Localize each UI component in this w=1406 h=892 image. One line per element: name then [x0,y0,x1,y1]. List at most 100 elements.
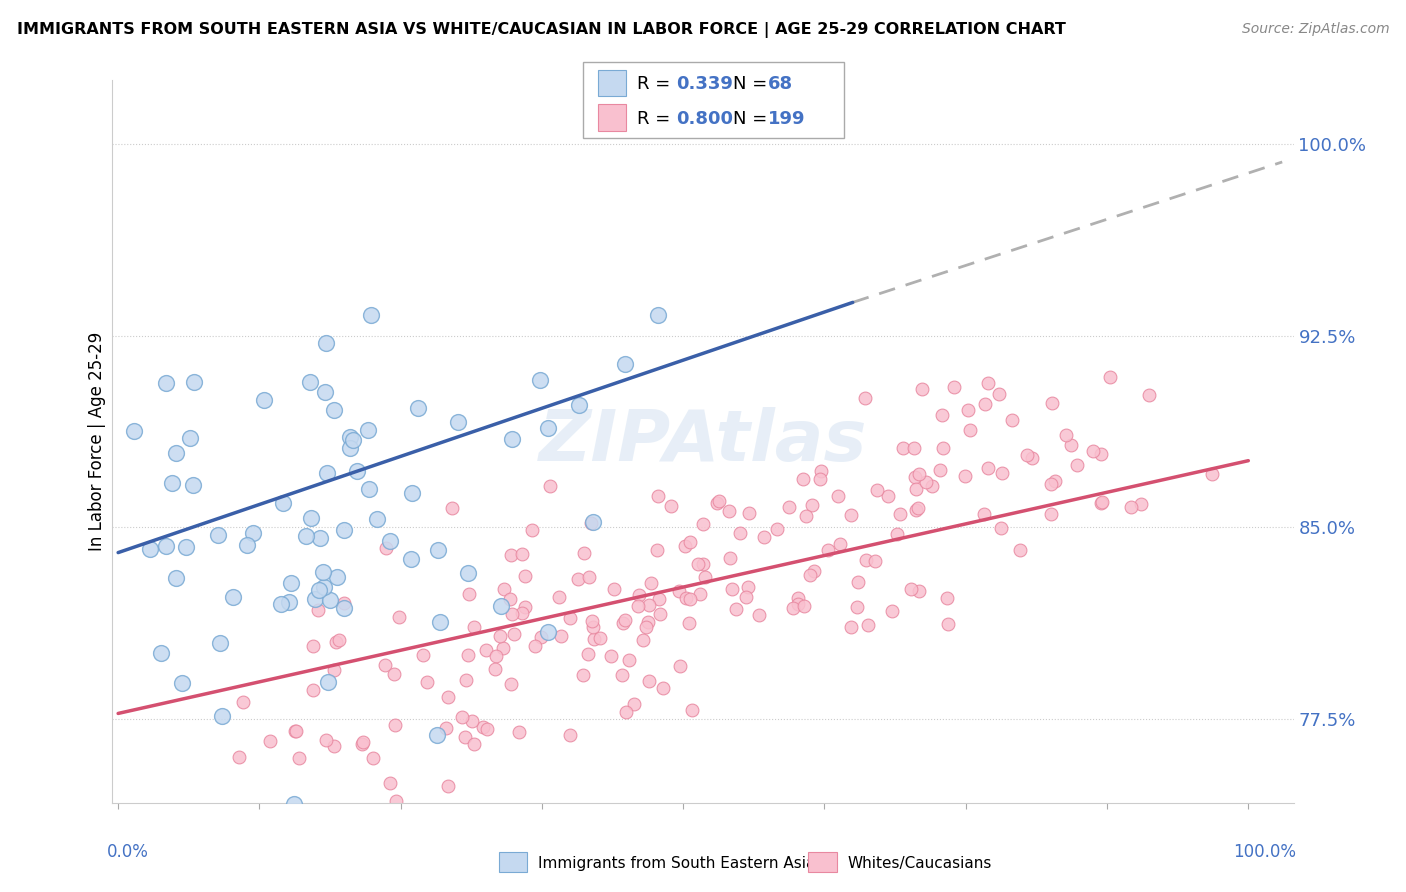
Point [977,461,1000,475]
Text: 199: 199 [768,110,806,128]
Point [471,720,494,734]
Point [647,489,669,503]
Point [810,464,832,478]
Point [520,524,543,538]
Point [648,592,671,607]
Point [315,733,337,747]
Point [846,574,869,589]
Point [221,590,243,604]
Point [536,624,558,639]
Point [513,599,536,614]
Point [977,376,1000,391]
Point [232,695,254,709]
Point [270,597,292,611]
Point [323,739,346,753]
Text: R =: R = [637,110,676,128]
Point [447,416,470,430]
Point [463,620,485,634]
Point [208,636,231,650]
Point [271,496,294,510]
Point [1001,413,1024,427]
Point [1137,387,1160,401]
Point [623,697,645,711]
Point [689,587,711,601]
Point [302,682,325,697]
Point [567,573,589,587]
Point [538,479,561,493]
Point [122,424,145,438]
Text: Source: ZipAtlas.com: Source: ZipAtlas.com [1241,22,1389,37]
Point [582,516,605,530]
Point [631,632,654,647]
Point [315,335,337,350]
Point [612,616,634,631]
Point [374,541,396,555]
Point [886,527,908,541]
Point [956,403,979,417]
Point [681,703,703,717]
Point [1091,495,1114,509]
Point [339,430,361,444]
Point [581,516,603,531]
Point [346,464,368,478]
Point [278,594,301,608]
Point [326,570,349,584]
Point [165,571,187,585]
Point [339,442,361,456]
Text: IMMIGRANTS FROM SOUTH EASTERN ASIA VS WHITE/CAUCASIAN IN LABOR FORCE | AGE 25-29: IMMIGRANTS FROM SOUTH EASTERN ASIA VS WH… [17,22,1066,38]
Point [931,408,953,422]
Point [385,794,408,808]
Point [1040,396,1063,410]
Point [513,569,536,583]
Point [614,705,637,719]
Point [669,659,692,673]
Point [165,446,187,460]
Point [207,527,229,541]
Text: N =: N = [733,110,772,128]
Point [160,476,183,491]
Point [907,501,929,516]
Point [416,674,439,689]
Point [1010,542,1032,557]
Point [384,718,406,732]
Point [935,591,957,606]
Point [637,673,659,688]
Point [332,596,354,610]
Y-axis label: In Labor Force | Age 25-29: In Labor Force | Age 25-29 [87,332,105,551]
Point [765,522,787,536]
Point [302,639,325,653]
Point [319,592,342,607]
Point [181,478,204,492]
Point [558,728,581,742]
Point [876,489,898,503]
Point [792,471,814,485]
Point [793,599,815,613]
Point [361,751,384,765]
Point [401,552,423,566]
Point [1054,427,1077,442]
Point [440,500,463,515]
Point [457,587,479,601]
Point [787,597,810,611]
Point [638,598,661,612]
Point [382,666,405,681]
Point [911,382,934,396]
Point [627,599,650,613]
Point [717,503,740,517]
Point [508,724,530,739]
Point [1060,438,1083,452]
Point [582,620,605,634]
Point [856,618,879,632]
Point [904,482,927,496]
Point [259,734,281,748]
Point [437,690,460,704]
Point [752,530,775,544]
Text: R =: R = [637,75,676,93]
Point [304,592,326,607]
Point [523,640,546,654]
Point [307,603,329,617]
Point [408,401,430,415]
Point [512,606,534,620]
Point [1090,495,1112,509]
Point [323,664,346,678]
